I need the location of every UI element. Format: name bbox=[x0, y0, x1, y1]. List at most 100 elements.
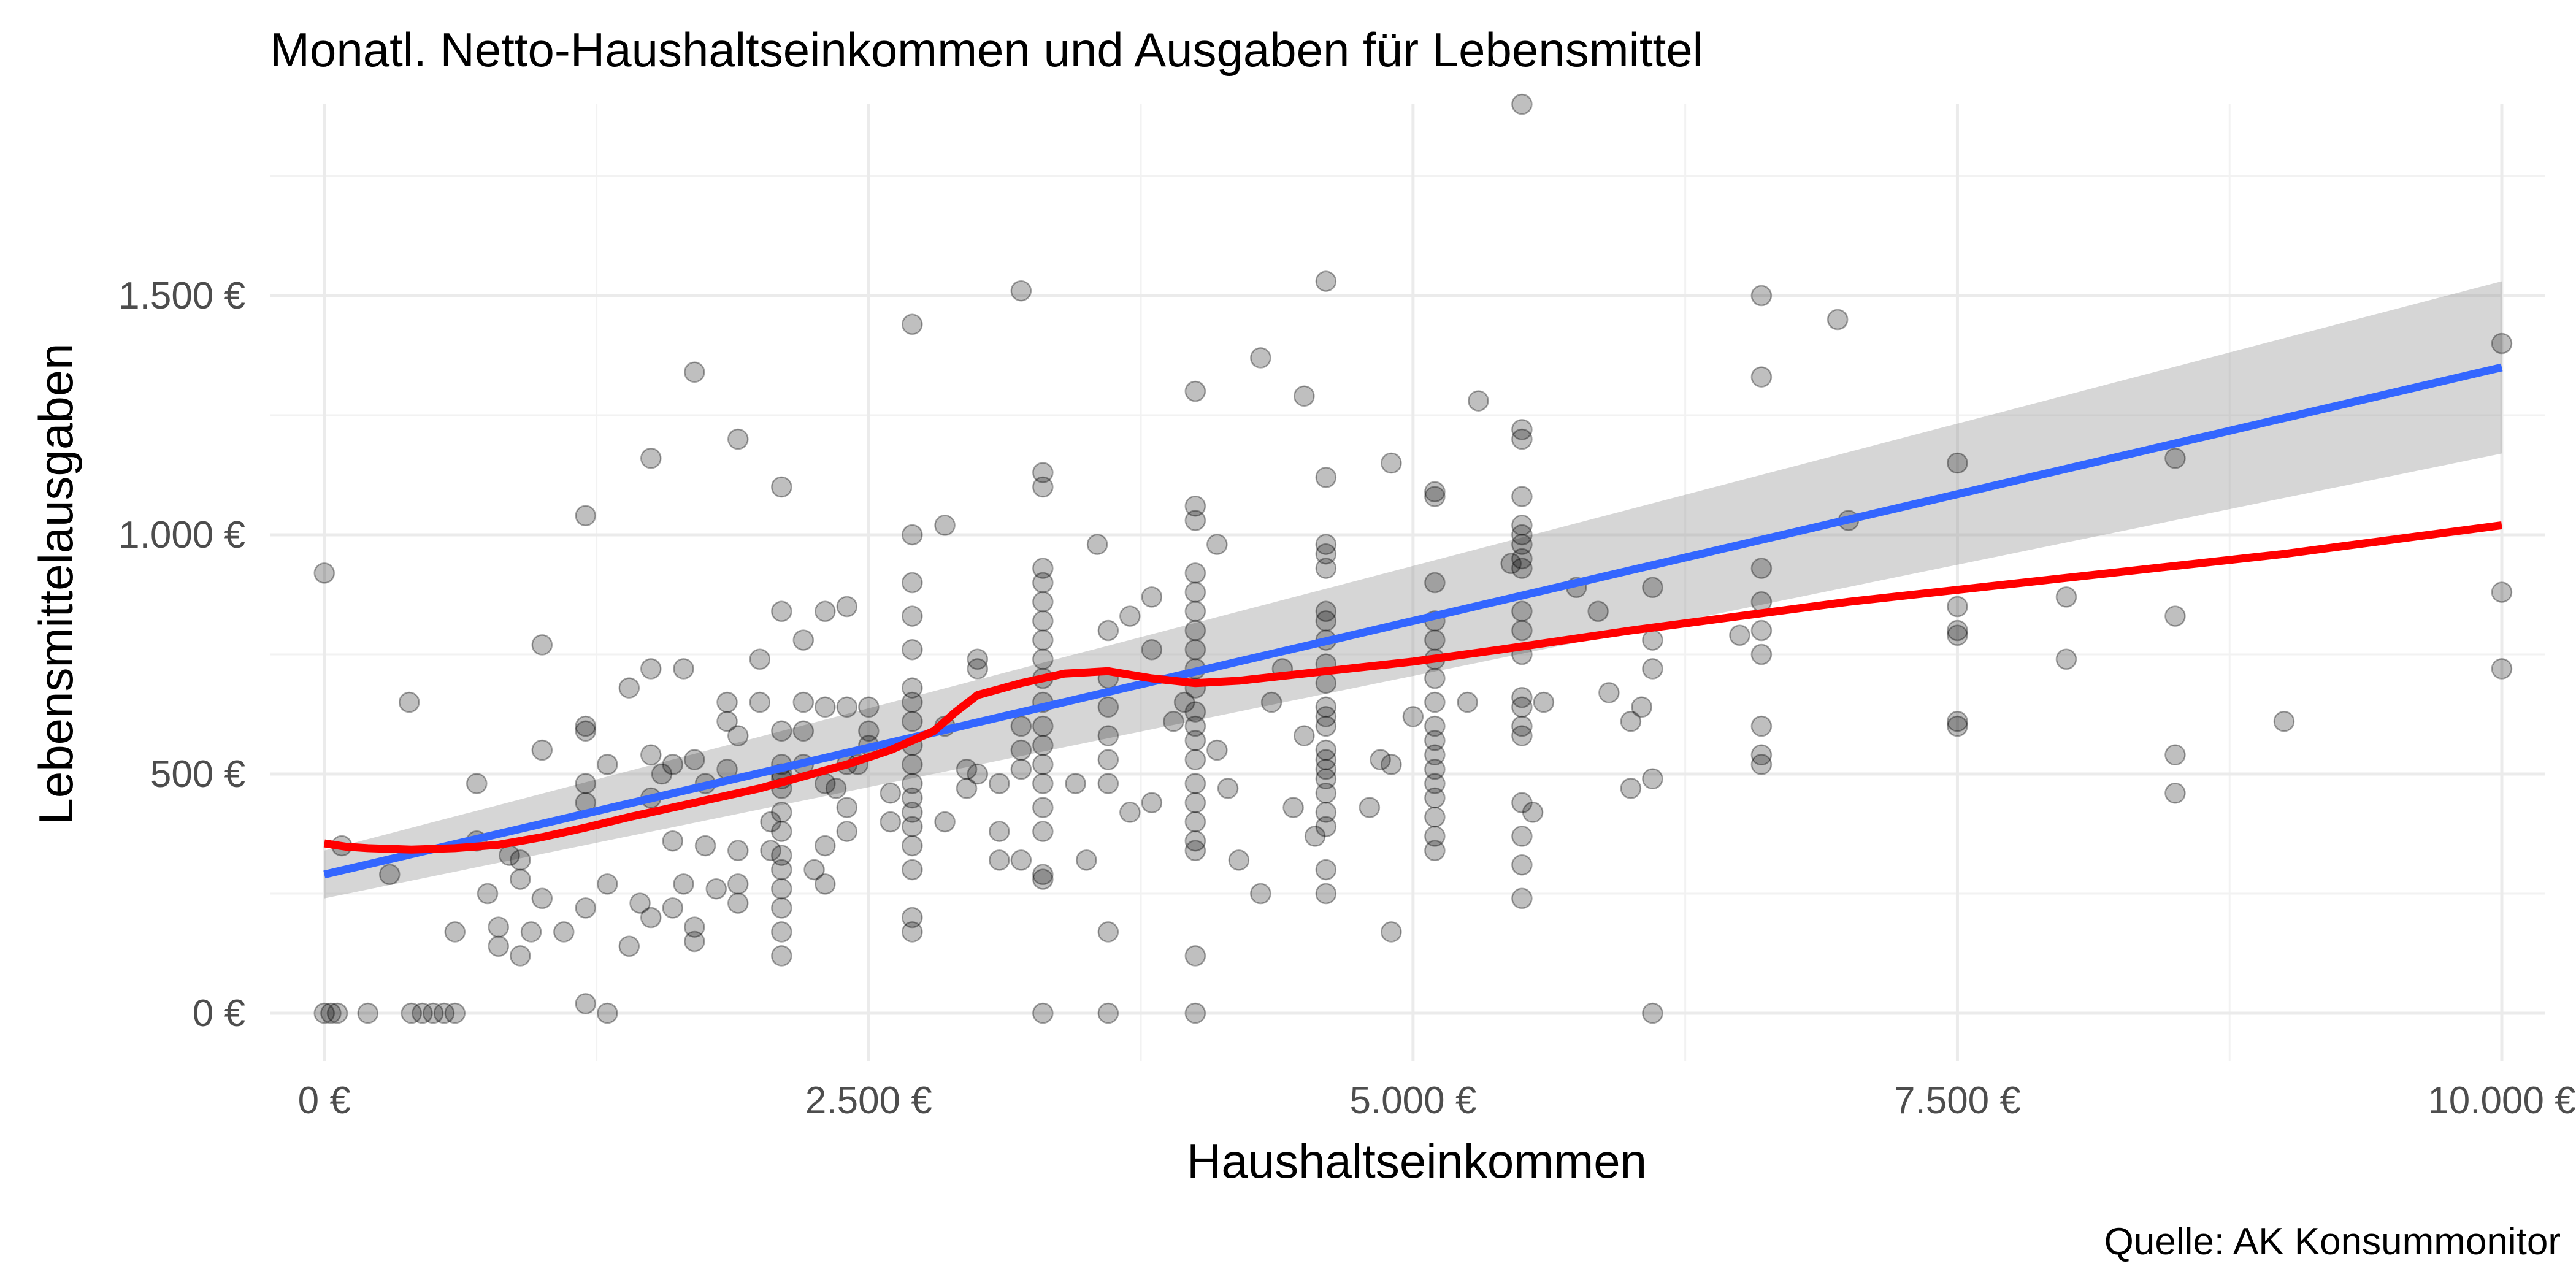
data-point bbox=[716, 710, 738, 732]
data-point bbox=[1260, 691, 1282, 713]
data-point bbox=[412, 1002, 433, 1024]
data-point bbox=[1141, 586, 1163, 608]
data-point bbox=[1511, 515, 1533, 536]
data-point bbox=[1424, 572, 1446, 594]
data-point bbox=[1642, 577, 1663, 599]
data-point bbox=[1457, 691, 1478, 713]
data-point bbox=[531, 739, 553, 761]
data-point bbox=[902, 787, 923, 809]
data-point bbox=[749, 648, 771, 670]
data-point bbox=[771, 821, 792, 842]
x-axis-ticks: 0 € 2.500 € 5.000 € 7.500 € 10.000 € bbox=[298, 1079, 2576, 1122]
data-point bbox=[618, 677, 640, 699]
data-point bbox=[1184, 1002, 1206, 1024]
data-point bbox=[1315, 802, 1337, 823]
data-point bbox=[771, 720, 792, 742]
data-point bbox=[1032, 821, 1054, 842]
data-point bbox=[1511, 887, 1533, 910]
data-point bbox=[1250, 347, 1271, 369]
data-point bbox=[1827, 309, 1849, 331]
data-point bbox=[1947, 710, 1968, 732]
data-point bbox=[510, 849, 531, 871]
data-point bbox=[1947, 715, 1968, 737]
data-point bbox=[1010, 849, 1032, 871]
data-point bbox=[1010, 758, 1032, 780]
data-point bbox=[1184, 730, 1206, 751]
data-point bbox=[705, 878, 727, 900]
data-point bbox=[880, 782, 902, 804]
data-point bbox=[575, 720, 597, 742]
data-point bbox=[934, 515, 956, 536]
linear-fit-line bbox=[323, 363, 2503, 879]
data-point bbox=[1315, 543, 1337, 565]
data-point bbox=[651, 763, 673, 785]
data-point bbox=[313, 562, 335, 584]
data-point bbox=[1184, 840, 1206, 862]
data-point bbox=[1750, 643, 1773, 665]
data-point bbox=[1076, 849, 1097, 871]
data-point bbox=[1424, 758, 1446, 780]
data-point bbox=[1620, 710, 1642, 732]
data-point bbox=[1511, 696, 1533, 718]
data-point bbox=[1511, 524, 1533, 546]
data-point bbox=[967, 648, 989, 670]
data-point bbox=[1097, 725, 1119, 746]
data-point bbox=[1097, 619, 1119, 642]
data-point bbox=[1370, 749, 1391, 770]
scatter-points bbox=[313, 93, 2513, 1024]
data-point bbox=[1424, 481, 1446, 503]
data-point bbox=[1184, 600, 1206, 623]
data-point bbox=[1947, 596, 1968, 618]
data-point bbox=[2164, 605, 2186, 627]
data-point bbox=[1032, 868, 1054, 890]
data-point bbox=[902, 710, 923, 732]
data-point bbox=[1315, 696, 1337, 718]
data-point bbox=[902, 802, 923, 823]
data-point bbox=[1294, 385, 1315, 407]
data-point bbox=[1315, 600, 1337, 623]
data-point bbox=[771, 897, 792, 919]
data-point bbox=[1511, 600, 1533, 623]
data-point bbox=[1315, 782, 1337, 804]
data-point bbox=[1032, 476, 1054, 498]
data-point bbox=[1511, 854, 1533, 876]
data-point bbox=[1032, 864, 1054, 886]
data-point bbox=[531, 634, 553, 656]
data-point bbox=[1381, 921, 1402, 943]
data-point bbox=[1010, 280, 1032, 302]
data-point bbox=[771, 945, 792, 967]
data-point bbox=[1511, 725, 1533, 746]
x-axis-title: Haushaltseinkommen bbox=[1187, 1134, 1647, 1188]
data-point bbox=[1032, 773, 1054, 794]
data-point bbox=[1511, 486, 1533, 507]
data-point bbox=[902, 816, 923, 838]
data-point bbox=[1032, 558, 1054, 579]
x-tick-label: 5.000 € bbox=[1349, 1079, 1476, 1122]
data-point bbox=[727, 840, 749, 862]
data-point bbox=[771, 600, 792, 623]
data-point bbox=[934, 811, 956, 833]
data-point bbox=[2055, 586, 2077, 608]
data-point bbox=[902, 691, 923, 713]
data-point bbox=[1402, 706, 1424, 727]
data-point bbox=[1206, 534, 1228, 555]
data-point bbox=[1315, 467, 1337, 488]
data-point bbox=[1315, 534, 1337, 555]
data-point bbox=[2491, 581, 2513, 603]
data-point bbox=[510, 945, 531, 967]
data-point bbox=[902, 921, 923, 943]
data-point bbox=[1359, 797, 1381, 818]
data-point bbox=[1424, 667, 1446, 689]
data-point bbox=[2055, 648, 2077, 670]
data-point bbox=[902, 605, 923, 627]
data-point bbox=[825, 778, 847, 799]
data-point bbox=[1620, 778, 1642, 799]
data-point bbox=[1598, 682, 1620, 703]
data-point bbox=[1184, 773, 1206, 794]
data-point bbox=[1184, 749, 1206, 770]
data-point bbox=[553, 921, 575, 943]
data-point bbox=[836, 596, 858, 618]
data-point bbox=[1424, 730, 1446, 751]
data-point bbox=[836, 696, 858, 718]
data-point bbox=[858, 720, 880, 742]
